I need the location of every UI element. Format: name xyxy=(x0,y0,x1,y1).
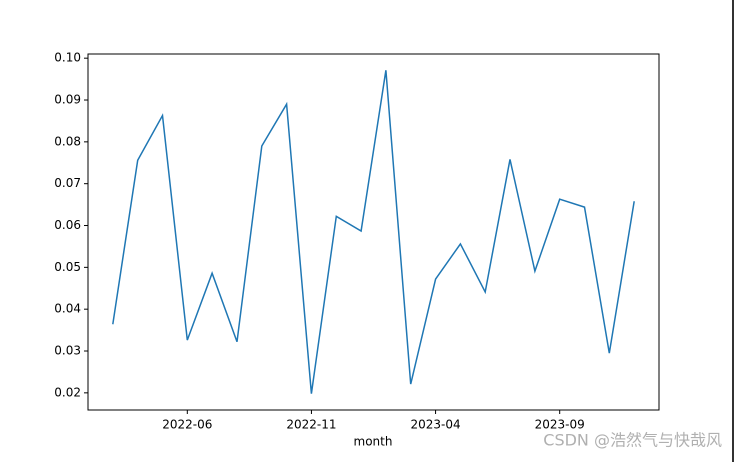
x-tick-label: 2022-06 xyxy=(162,418,212,432)
y-tick-label: 0.06 xyxy=(54,218,81,232)
y-tick-label: 0.08 xyxy=(54,134,81,148)
y-tick-label: 0.07 xyxy=(54,176,81,190)
y-tick-label: 0.09 xyxy=(54,93,81,107)
x-tick-label: 2023-09 xyxy=(535,418,585,432)
plot-frame xyxy=(87,53,660,411)
y-tick-label: 0.05 xyxy=(54,260,81,274)
x-axis-label: month xyxy=(354,435,393,449)
y-tick-label: 0.10 xyxy=(54,51,81,65)
watermark: CSDN @浩然气与快哉风 xyxy=(543,431,722,450)
x-tick-label: 2023-04 xyxy=(410,418,460,432)
y-tick-label: 0.04 xyxy=(54,302,81,316)
y-tick-label: 0.03 xyxy=(54,344,81,358)
y-tick-label: 0.02 xyxy=(54,385,81,399)
line-series xyxy=(112,70,635,394)
x-tick-label: 2022-11 xyxy=(286,418,336,432)
